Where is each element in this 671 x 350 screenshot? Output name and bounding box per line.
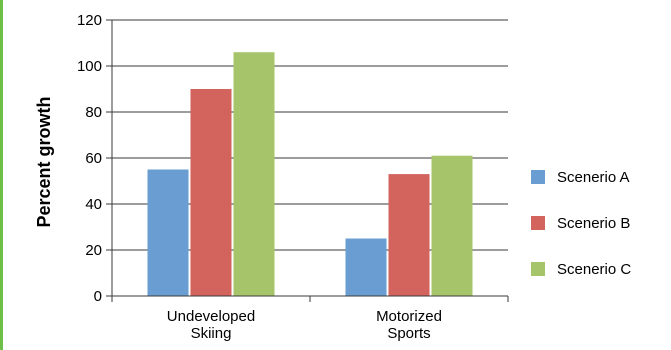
- x-category-label: Sports: [387, 325, 430, 342]
- bar: [190, 89, 232, 296]
- bar: [388, 174, 430, 296]
- bars: [147, 52, 473, 297]
- x-category-label: Skiing: [191, 325, 232, 342]
- y-tick-labels: 0 20 40 60 80 100 120: [77, 12, 102, 305]
- legend-swatch: [531, 262, 545, 276]
- legend: Scenerio A Scenerio B Scenerio C: [531, 169, 631, 278]
- y-tick-label: 120: [77, 12, 102, 29]
- y-axis-title: Percent growth: [34, 96, 54, 227]
- legend-swatch: [531, 216, 545, 230]
- x-category-label: Undeveloped: [167, 308, 255, 325]
- y-tick-label: 100: [77, 58, 102, 75]
- bar: [147, 169, 189, 296]
- legend-swatch: [531, 170, 545, 184]
- x-category-label: Motorized: [376, 308, 442, 325]
- bar: [345, 238, 387, 296]
- y-tick-label: 20: [85, 242, 102, 259]
- y-tick-label: 80: [85, 104, 102, 121]
- bar: [233, 52, 275, 297]
- axes: [106, 19, 509, 302]
- y-tick-label: 0: [94, 288, 102, 305]
- legend-label: Scenerio B: [557, 215, 630, 232]
- y-tick-label: 60: [85, 150, 102, 167]
- legend-label: Scenerio A: [557, 169, 630, 186]
- y-tick-label: 40: [85, 196, 102, 213]
- bar: [431, 155, 473, 296]
- legend-label: Scenerio C: [557, 261, 631, 278]
